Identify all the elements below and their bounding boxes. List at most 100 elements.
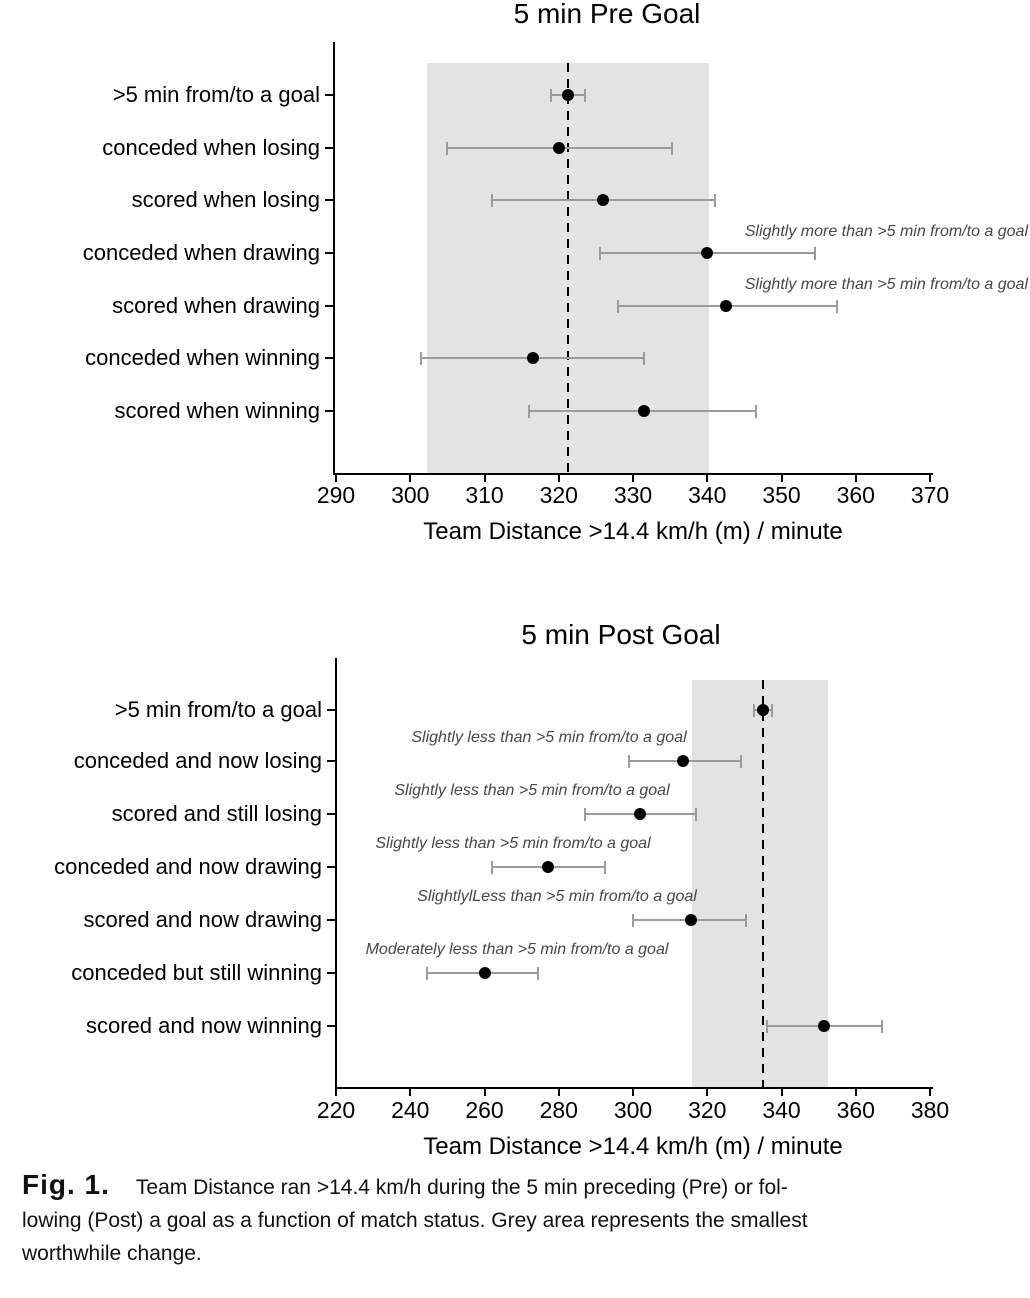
x-axis-tick [409, 475, 412, 482]
error-bar-cap-left [490, 861, 493, 874]
category-label: scored and now drawing [83, 907, 322, 932]
error-bar-cap-left [583, 808, 586, 821]
mean-dot [756, 704, 769, 716]
x-axis-tick [929, 475, 931, 482]
error-bar-cap-left [425, 967, 428, 980]
x-tick-label: 280 [539, 1097, 578, 1123]
error-bar-cap-right [739, 755, 742, 768]
annotation: Slightly less than >5 min from/to a goal [411, 729, 687, 746]
figure-caption-line-1: Team Distance ran >14.4 km/h during the … [135, 1176, 788, 1199]
annotation: SlightlylLess than >5 min from/to a goal [417, 888, 697, 905]
x-axis-tick [483, 1089, 486, 1096]
mean-dot [818, 1020, 831, 1032]
annotation: Slightly more than >5 min from/to a goal [744, 276, 1028, 293]
mean-dot [562, 89, 575, 101]
figure-caption-line-2: lowing (Post) a goal as a function of ma… [22, 1209, 808, 1232]
mean-dot [597, 194, 610, 206]
error-bar-cap-left [765, 1020, 768, 1033]
error-bar-cap-left [598, 247, 601, 260]
x-tick-label: 240 [391, 1097, 430, 1123]
x-tick-label: 290 [316, 482, 356, 508]
error-bar-cap-right [771, 704, 774, 717]
x-tick-label: 310 [465, 482, 504, 508]
error-bar-cap-left [550, 89, 553, 102]
error-bar-cap-right [583, 89, 586, 102]
annotation: Slightly less than >5 min from/to a goal [394, 782, 670, 799]
error-bar-cap-right [604, 861, 607, 874]
x-axis-tick [929, 1089, 931, 1096]
x-axis-line [333, 473, 933, 475]
x-axis-tick [854, 1089, 857, 1096]
x-tick-label: 380 [910, 1097, 950, 1123]
category-label: conceded when drawing [82, 240, 320, 265]
category-label: >5 min from/to a goal [112, 82, 320, 107]
x-tick-label: 360 [836, 482, 875, 508]
category-label: scored and still losing [111, 801, 322, 826]
y-axis-line [333, 42, 335, 473]
mean-dot [552, 142, 565, 154]
category-label: conceded but still winning [71, 960, 322, 985]
figure-caption: Fig. 1. Team Distance ran >14.4 km/h duri… [22, 1168, 1002, 1270]
error-bar-cap-right [713, 194, 716, 207]
mean-dot [638, 405, 651, 417]
annotation: Slightly less than >5 min from/to a goal [375, 835, 651, 852]
x-axis-tick [335, 1089, 337, 1096]
error-bar-cap-right [813, 247, 816, 260]
category-tick [327, 813, 335, 815]
chart-pre-x-axis-title: Team Distance >14.4 km/h (m) / minute [423, 518, 843, 545]
category-label: conceded when winning [85, 345, 320, 370]
x-tick-label: 220 [316, 1097, 356, 1123]
x-axis-tick [706, 1089, 709, 1096]
category-label: conceded when losing [102, 135, 320, 160]
y-axis-line [335, 658, 337, 1087]
category-tick [325, 410, 333, 412]
x-tick-label: 360 [836, 1097, 875, 1123]
mean-dot [677, 755, 690, 767]
annotation: Slightly more than >5 min from/to a goal [744, 223, 1028, 240]
error-bar-cap-left [628, 755, 631, 768]
category-tick [327, 709, 335, 711]
category-tick [327, 866, 335, 868]
error-bar-cap-right [880, 1020, 883, 1033]
error-bar-cap-right [695, 808, 698, 821]
x-axis-tick [557, 1089, 560, 1096]
error-bar-cap-left [490, 194, 493, 207]
category-tick [325, 199, 333, 201]
x-tick-label: 260 [465, 1097, 504, 1123]
x-tick-label: 300 [391, 482, 430, 508]
mean-dot [541, 861, 554, 873]
swc-band [692, 680, 828, 1087]
error-bar-cap-right [671, 142, 674, 155]
category-tick [327, 919, 335, 921]
mean-dot [478, 967, 491, 979]
x-tick-label: 320 [539, 482, 578, 508]
x-axis-tick [335, 475, 337, 482]
category-tick [325, 357, 333, 359]
x-axis-line [335, 1087, 933, 1089]
error-bar-cap-left [446, 142, 449, 155]
reference-dashed-line [567, 63, 570, 473]
error-bar-cap-left [632, 914, 634, 927]
category-label: scored when losing [131, 187, 320, 212]
x-tick-label: 350 [762, 482, 801, 508]
category-label: scored and now winning [85, 1013, 322, 1038]
mean-dot [634, 808, 647, 820]
x-axis-tick [854, 475, 857, 482]
error-bar-cap-left [528, 405, 531, 418]
figure-caption-label: Fig. 1. [22, 1169, 110, 1200]
error-bar-cap-left [420, 352, 423, 365]
category-label: conceded and now losing [73, 748, 322, 773]
category-tick [325, 305, 333, 307]
error-bar-cap-right [643, 352, 646, 365]
error-bar-cap-right [754, 405, 757, 418]
x-tick-label: 300 [613, 1097, 653, 1123]
error-bar-cap-right [836, 300, 839, 313]
x-tick-label: 340 [688, 482, 727, 508]
category-label: >5 min from/to a goal [114, 697, 322, 722]
x-axis-tick [632, 475, 634, 482]
x-tick-label: 340 [762, 1097, 801, 1123]
x-tick-label: 370 [910, 482, 950, 508]
error-bar-cap-right [537, 967, 540, 980]
mean-dot [526, 352, 539, 364]
category-label: scored when drawing [112, 293, 320, 318]
